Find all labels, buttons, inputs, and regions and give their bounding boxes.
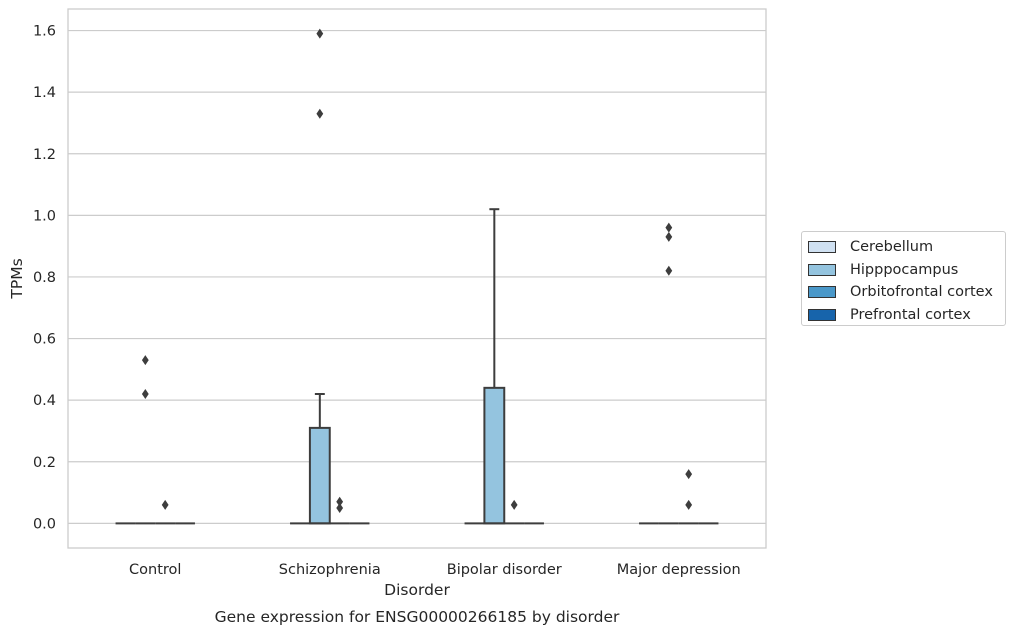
outlier-point (685, 469, 693, 480)
legend-item-cerebellum: Cerebellum (808, 236, 1005, 259)
y-tick-label: 0.4 (33, 393, 56, 409)
legend-label: Prefrontal cortex (850, 306, 971, 323)
box-hipppocampus (308, 28, 331, 525)
outlier-point (141, 389, 149, 399)
outlier-point (665, 265, 673, 276)
legend-swatch (808, 286, 836, 299)
outlier-point (336, 496, 344, 507)
x-axis-label: Disorder (384, 581, 450, 599)
outlier-point (336, 502, 344, 513)
legend-swatch (808, 241, 836, 254)
x-tick-label: Major depression (617, 562, 741, 578)
chart-caption: Gene expression for ENSG00000266185 by d… (215, 608, 620, 626)
outlier-point (665, 231, 673, 242)
x-axis-ticks: Control Schizophrenia Bipolar disorder Majo… (129, 562, 741, 578)
y-tick-label: 1.2 (33, 147, 56, 163)
box-body (483, 386, 506, 525)
outlier-point (665, 222, 673, 233)
legend-swatch (808, 308, 836, 321)
box-marks (115, 28, 719, 525)
legend-label: Orbitofrontal cortex (850, 284, 993, 301)
box-orbitofrontal-cortex (678, 469, 699, 525)
legend: Cerebellum Hipppocampus Orbitofrontal co… (801, 231, 1006, 326)
y-tick-label: 0.2 (33, 455, 56, 471)
x-tick-label: Schizophrenia (279, 562, 381, 578)
box-hipppocampus (483, 208, 506, 525)
box-orbitofrontal-cortex (329, 496, 350, 525)
outlier-point (510, 499, 518, 510)
y-tick-label: 1.4 (33, 85, 56, 101)
y-tick-label: 1.6 (33, 24, 56, 40)
outlier-point (316, 28, 324, 39)
outlier-point (316, 108, 324, 119)
legend-item-prefrontal-cortex: Prefrontal cortex (808, 304, 1005, 327)
box-hipppocampus (135, 355, 156, 525)
y-tick-label: 1.0 (33, 208, 56, 224)
box-orbitofrontal-cortex (155, 499, 176, 525)
gridlines (68, 29, 766, 524)
outlier-point (141, 355, 149, 366)
outlier-point (161, 499, 169, 510)
legend-label: Hipppocampus (850, 261, 959, 278)
plot-area-frame (67, 8, 767, 549)
box-hipppocampus (658, 222, 679, 525)
y-tick-label: 0.6 (33, 332, 56, 348)
y-tick-label: 0.8 (33, 270, 56, 286)
box-orbitofrontal-cortex (504, 499, 525, 525)
legend-item-hippocampus: Hipppocampus (808, 259, 1005, 282)
box-body (308, 426, 331, 525)
y-axis-ticks: 0.0 0.2 0.4 0.6 0.8 1.0 1.2 1.4 1.6 (33, 24, 56, 533)
x-tick-label: Control (129, 562, 181, 578)
y-axis-label: TPMs (8, 258, 26, 299)
x-tick-label: Bipolar disorder (447, 562, 562, 578)
legend-swatch (808, 263, 836, 276)
legend-item-orbitofrontal-cortex: Orbitofrontal cortex (808, 281, 1005, 304)
legend-label: Cerebellum (850, 239, 934, 256)
y-tick-label: 0.0 (33, 516, 56, 532)
outlier-point (685, 499, 693, 510)
